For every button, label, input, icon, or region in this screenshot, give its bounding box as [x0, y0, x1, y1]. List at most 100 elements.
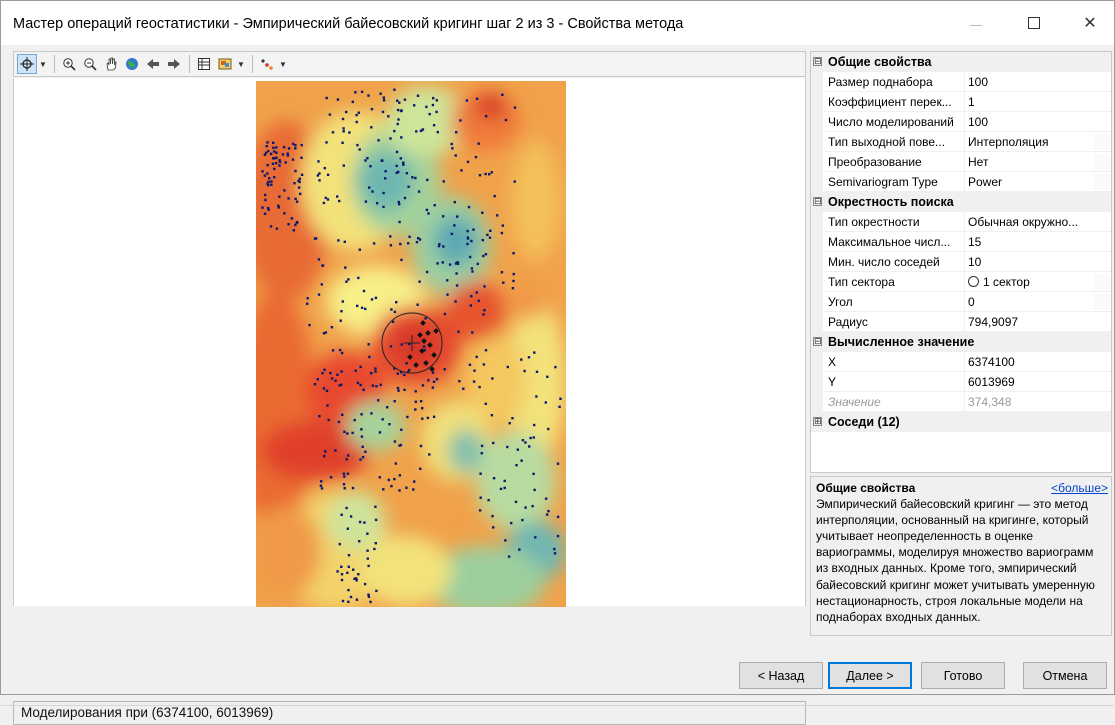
sample-point [397, 170, 400, 174]
maximize-button[interactable] [1011, 1, 1057, 45]
sample-point [322, 201, 326, 205]
dropdown-button[interactable] [1094, 134, 1110, 150]
property-row[interactable]: Радиус 794,9097 [811, 312, 1111, 332]
full-extent-button[interactable] [122, 54, 142, 74]
property-value[interactable]: 1 сектор [968, 275, 1094, 289]
collapse-icon[interactable]: ⊟ [813, 56, 822, 66]
property-value[interactable]: 6374100 [968, 355, 1015, 369]
sample-point [511, 287, 515, 290]
pan-button[interactable] [101, 54, 121, 74]
sample-point [520, 459, 523, 462]
property-name: Тип окрестности [828, 215, 920, 229]
dropdown-button[interactable] [1094, 174, 1110, 190]
sample-point [370, 107, 374, 111]
property-value[interactable]: Обычная окружно... [968, 215, 1079, 229]
property-value[interactable]: 100 [968, 75, 989, 89]
sample-point [269, 225, 273, 228]
category-search-neighborhood[interactable]: ⊟ Окрестность поиска [811, 192, 1111, 212]
zoom-in-button[interactable] [59, 54, 79, 74]
property-value[interactable]: Power [968, 175, 1003, 189]
zoom-out-button[interactable] [80, 54, 100, 74]
full-extent-globe-icon [126, 58, 138, 70]
layers-button[interactable] [215, 54, 235, 74]
sample-point [501, 224, 504, 227]
sample-point [399, 157, 402, 160]
property-value[interactable]: 10 [968, 255, 982, 269]
property-row[interactable]: Y 6013969 [811, 372, 1111, 392]
prediction-surface-map[interactable] [256, 81, 566, 607]
property-value[interactable]: 6013969 [968, 375, 1015, 389]
layers-dropdown-button[interactable]: ▼ [236, 54, 246, 74]
dropdown-button[interactable] [1094, 154, 1110, 170]
collapse-icon[interactable]: ⊟ [813, 196, 822, 206]
sample-point [355, 579, 358, 582]
property-value[interactable]: Нет [968, 155, 989, 169]
property-row[interactable]: Тип сектора 1 сектор [811, 272, 1111, 292]
property-row[interactable]: Размер поднабора 100 [811, 72, 1111, 92]
sample-point [393, 440, 397, 443]
select-dropdown-button[interactable]: ▼ [38, 54, 48, 74]
sample-point [300, 143, 303, 147]
sample-point [342, 472, 346, 475]
property-row[interactable]: Максимальное числ... 15 [811, 232, 1111, 252]
next-button[interactable]: Далее > [828, 662, 912, 689]
property-value[interactable]: 794,9097 [968, 315, 1019, 329]
select-pointer-button[interactable] [17, 54, 37, 74]
sample-point [499, 487, 503, 491]
category-neighbors[interactable]: ⊞ Соседи (12) [811, 412, 1111, 432]
dropdown-button[interactable] [1094, 294, 1110, 310]
sample-point [453, 200, 456, 204]
map-view[interactable] [13, 78, 806, 607]
expand-icon[interactable]: ⊞ [813, 416, 822, 426]
property-row[interactable]: Число моделирований 100 [811, 112, 1111, 132]
symbology-dropdown-button[interactable]: ▼ [278, 54, 288, 74]
property-value[interactable]: 1 [968, 95, 975, 109]
back-extent-button[interactable] [143, 54, 163, 74]
category-computed-value[interactable]: ⊟ Вычисленное значение [811, 332, 1111, 352]
property-row[interactable]: X 6374100 [811, 352, 1111, 372]
back-button[interactable]: < Назад [739, 662, 823, 689]
property-row[interactable]: Semivariogram Type Power [811, 172, 1111, 192]
more-link[interactable]: <больше> [1051, 481, 1108, 495]
minimize-button[interactable] [953, 1, 999, 45]
sample-point [359, 383, 362, 387]
property-value[interactable]: 100 [968, 115, 989, 129]
property-name: Угол [828, 295, 853, 309]
property-row[interactable]: Мин. число соседей 10 [811, 252, 1111, 272]
property-row[interactable]: Коэффициент перек... 1 [811, 92, 1111, 112]
property-row[interactable]: Тип окрестности Обычная окружно... [811, 212, 1111, 232]
description-text: Эмпирический байесовский кригинг — это м… [816, 497, 1095, 624]
collapse-icon[interactable]: ⊟ [813, 336, 822, 346]
sample-point [294, 197, 297, 201]
category-general[interactable]: ⊟ Общие свойства [811, 52, 1111, 72]
sample-point [270, 183, 273, 186]
dropdown-button[interactable] [1094, 274, 1110, 290]
sample-point [527, 356, 531, 359]
sample-point [361, 456, 365, 459]
property-row[interactable]: Тип выходной пове... Интерполяция [811, 132, 1111, 152]
symbology-button[interactable] [257, 54, 277, 74]
sample-point [441, 261, 444, 264]
sample-point [390, 484, 393, 488]
close-button[interactable]: ✕ [1067, 1, 1113, 45]
property-value[interactable]: Интерполяция [968, 135, 1049, 149]
property-row[interactable]: Преобразование Нет [811, 152, 1111, 172]
property-value[interactable]: 15 [968, 235, 982, 249]
sample-point [296, 221, 299, 224]
sample-point [336, 195, 339, 198]
forward-extent-button[interactable] [164, 54, 184, 74]
sample-point [360, 428, 363, 431]
table-button[interactable] [194, 54, 214, 74]
property-value[interactable]: 0 [968, 295, 975, 309]
sector-type-radio-icon [968, 276, 979, 287]
sample-point [436, 130, 439, 134]
status-text: Моделирования при (6374100, 6013969) [21, 705, 274, 720]
cancel-button[interactable]: Отмена [1023, 662, 1107, 689]
property-name: Число моделирований [828, 115, 954, 129]
finish-button[interactable]: Готово [921, 662, 1005, 689]
property-row[interactable]: Угол 0 [811, 292, 1111, 312]
sample-point [506, 445, 509, 449]
sample-point [336, 570, 339, 573]
property-grid[interactable]: ⊟ Общие свойства Размер поднабора 100 Коэ… [810, 51, 1112, 473]
sample-point [533, 423, 536, 427]
